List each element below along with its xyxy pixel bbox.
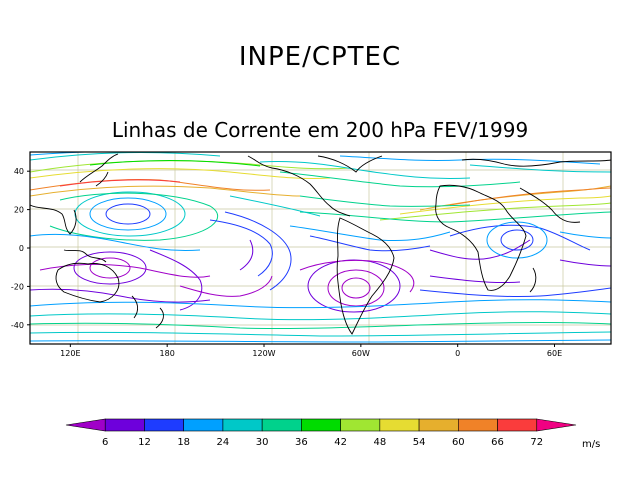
streamlines-tropics bbox=[30, 211, 611, 291]
colorbar-label: 48 bbox=[373, 437, 386, 448]
colorbar-segment bbox=[222, 418, 263, 432]
lon-tick-label: 180 bbox=[160, 349, 175, 358]
colorbar-label: 6 bbox=[102, 437, 108, 448]
lon-tick-label: 60E bbox=[547, 349, 562, 358]
streamlines-south-america-anticyclone bbox=[299, 259, 415, 313]
coastlines bbox=[30, 153, 611, 335]
longitude-axis: 120E 180 120W 60W 0 60E bbox=[60, 344, 562, 358]
streamlines-pacific-anticyclone bbox=[49, 191, 219, 241]
colorbar-label: 60 bbox=[452, 437, 465, 448]
streamlines-southern-westerlies bbox=[30, 275, 611, 343]
colorbar-label: 30 bbox=[256, 437, 269, 448]
colorbar-segment bbox=[418, 418, 459, 432]
colorbar-segment bbox=[65, 418, 106, 432]
lon-tick-label: 60W bbox=[352, 349, 370, 358]
colorbar-label: 66 bbox=[491, 437, 504, 448]
colorbar-segment bbox=[497, 418, 538, 432]
colorbar-label: 18 bbox=[177, 437, 190, 448]
colorbar-label: 54 bbox=[413, 437, 426, 448]
lon-tick-label: 120W bbox=[252, 349, 275, 358]
colorbar-segment bbox=[379, 418, 420, 432]
colorbar-label: 36 bbox=[295, 437, 308, 448]
organization-title: INPE/CPTEC bbox=[238, 42, 402, 72]
lat-tick-label: 40 bbox=[14, 167, 24, 176]
colorbar-segment bbox=[340, 418, 381, 432]
colorbar-label: 72 bbox=[530, 437, 543, 448]
colorbar-segment bbox=[183, 418, 224, 432]
lat-tick-label: 20 bbox=[14, 206, 24, 215]
graticule-grid bbox=[30, 152, 611, 344]
colorbar-segment bbox=[301, 418, 341, 432]
latitude-axis: 40 20 0 -20 -40 bbox=[11, 167, 30, 330]
colorbar-segment bbox=[104, 418, 145, 432]
colorbar-label: 12 bbox=[138, 437, 151, 448]
streamlines-northern-midlatitudes bbox=[30, 152, 611, 217]
lon-tick-label: 0 bbox=[455, 349, 460, 358]
lon-tick-label: 120E bbox=[60, 349, 80, 358]
lat-tick-label: -20 bbox=[11, 282, 24, 291]
colorbar-unit: m/s bbox=[582, 439, 600, 450]
colorbar-segment bbox=[458, 418, 498, 432]
colorbar-segment bbox=[536, 418, 577, 432]
colorbar-label: 24 bbox=[217, 437, 230, 448]
chart-title: Linhas de Corrente em 200 hPa FEV/1999 bbox=[111, 118, 529, 142]
lat-tick-label: 0 bbox=[19, 244, 24, 253]
colorbar-segment bbox=[144, 418, 184, 432]
lat-tick-label: -40 bbox=[11, 321, 24, 330]
colorbar-label: 42 bbox=[334, 437, 347, 448]
colorbar-legend: 6 12 18 24 30 36 42 48 54 60 66 72 m/s bbox=[65, 418, 600, 450]
colorbar-segment bbox=[261, 418, 302, 432]
